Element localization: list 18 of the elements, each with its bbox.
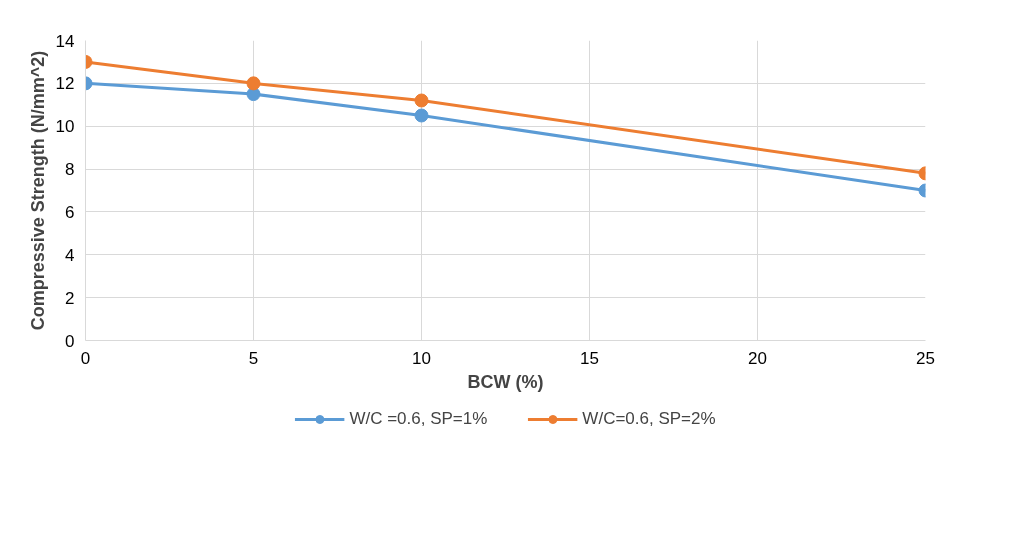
y-tick-label: 0: [65, 331, 75, 351]
x-tick-label: 10: [412, 348, 431, 368]
y-tick-label: 10: [55, 117, 75, 137]
x-tick-label: 0: [80, 348, 91, 368]
y-tick-label: 6: [65, 202, 75, 222]
x-tick-label: 5: [248, 348, 259, 368]
x-tick-label: 20: [748, 348, 767, 368]
y-tick-label: 14: [55, 31, 75, 51]
x-tick-label: 15: [580, 348, 599, 368]
y-tick-label: 2: [65, 288, 75, 308]
y-tick-label: 8: [65, 160, 75, 180]
legend-label: W/C=0.6, SP=2%: [582, 409, 716, 429]
legend-label: W/C =0.6, SP=1%: [349, 409, 488, 429]
y-tick-label: 12: [55, 74, 75, 94]
y-axis-title: Compressive Strength (N/mm^2): [27, 50, 48, 331]
y-tick-label: 4: [65, 245, 75, 265]
x-tick-label: 25: [916, 348, 935, 368]
x-axis-title: BCW (%): [467, 371, 544, 392]
